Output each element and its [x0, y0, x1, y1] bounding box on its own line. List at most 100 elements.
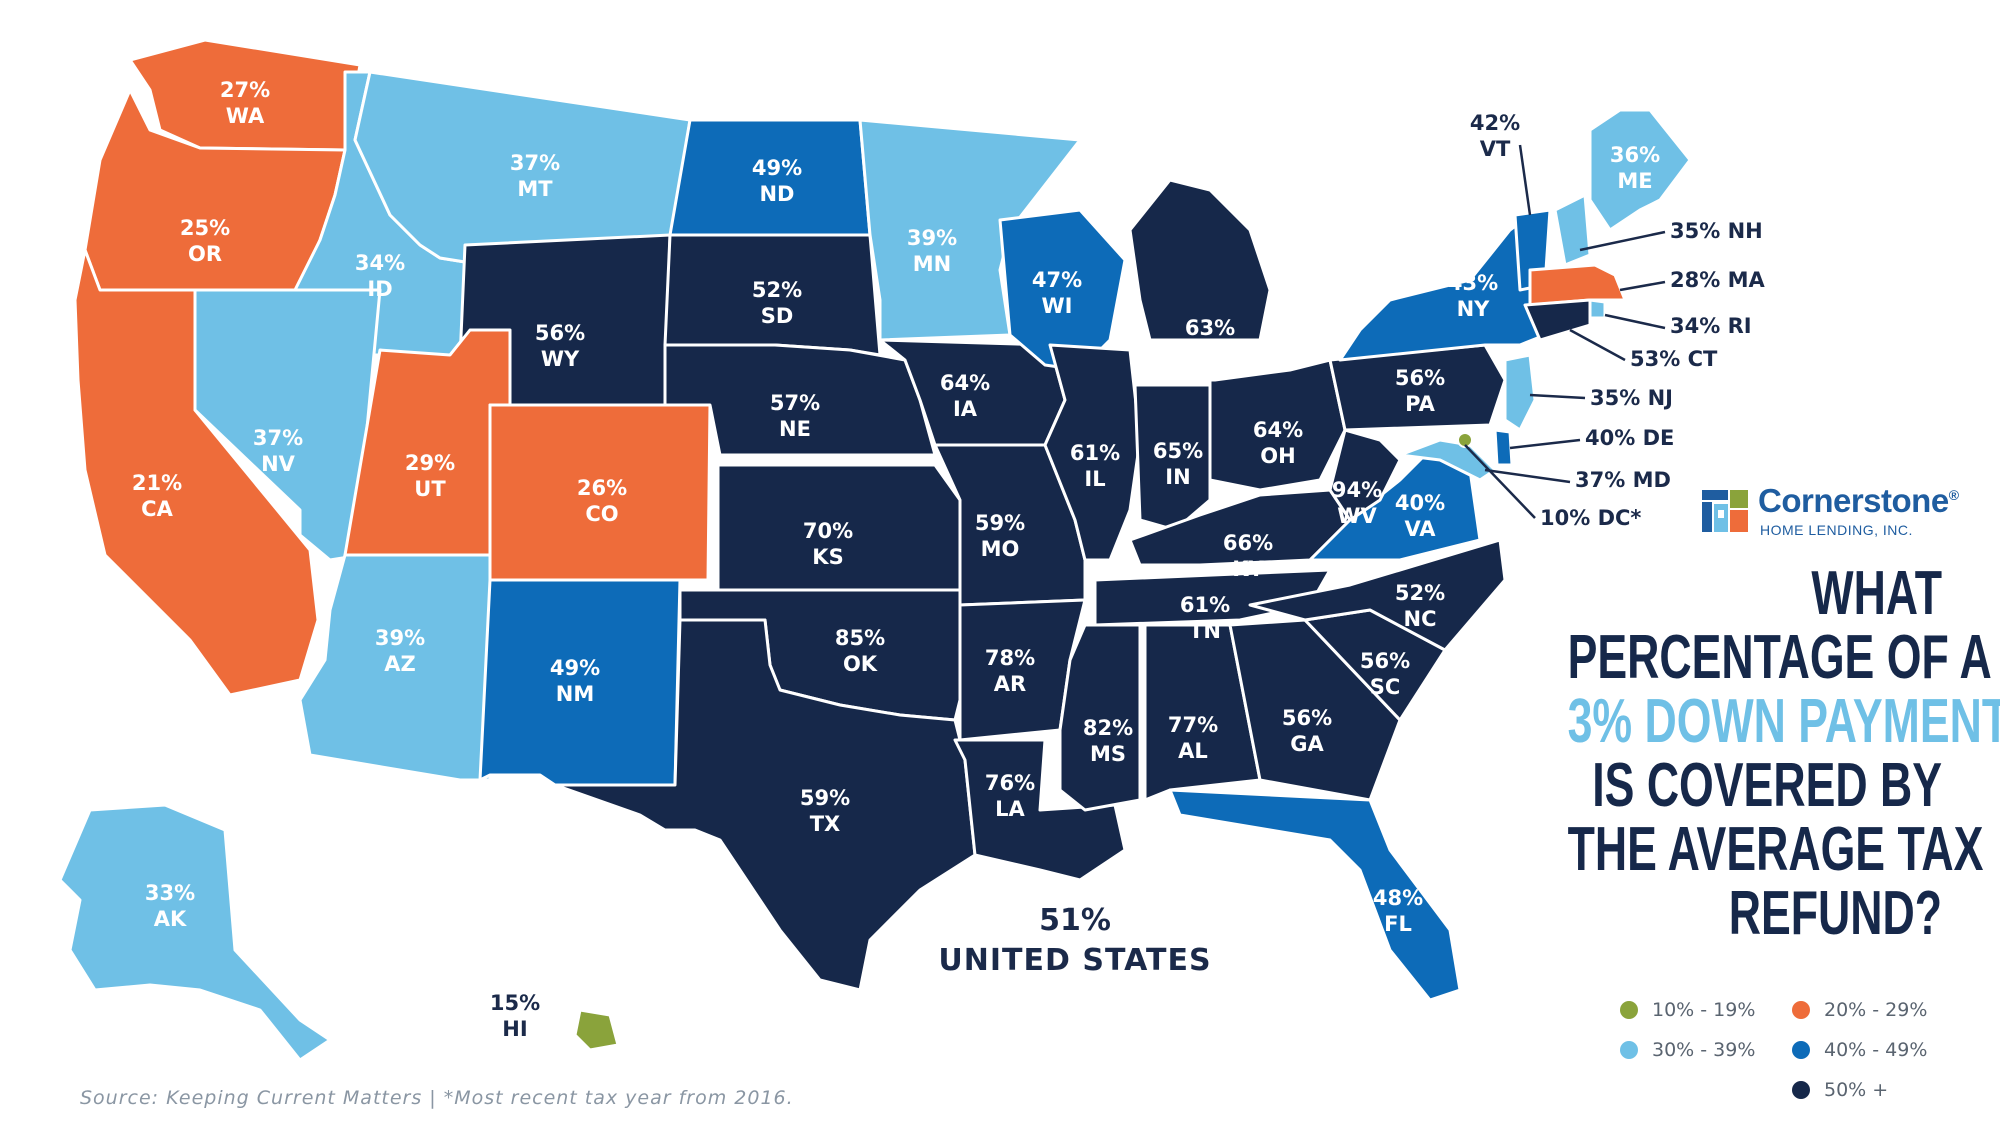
states-layer	[58, 38, 1692, 1062]
spacer	[1640, 386, 1647, 410]
leader-line	[1619, 280, 1666, 292]
brand-subtitle: HOME LENDING, INC.	[1760, 522, 1913, 538]
state-percent-label: 59%	[800, 786, 850, 810]
state-in	[1133, 383, 1212, 532]
state-code-label: AL	[1178, 739, 1208, 763]
legend-label: 30% - 39%	[1652, 1039, 1756, 1061]
state-code-label: TN	[1189, 619, 1221, 643]
headline-line-1: WHAT	[1811, 559, 1942, 628]
state-code-label: MS	[1090, 742, 1126, 766]
state-code-label: VT	[1480, 137, 1511, 161]
state-code-label: CT	[1688, 347, 1718, 371]
state-percent-label: 63%	[1185, 316, 1235, 340]
state-code-label: MD	[1633, 468, 1671, 492]
state-code-label: IN	[1165, 465, 1190, 489]
spacer	[1625, 468, 1632, 492]
state-percent-label: 36%	[1610, 143, 1660, 167]
national-name: UNITED STATES	[938, 943, 1211, 978]
spacer	[1720, 219, 1727, 243]
brand-name: Cornerstone®	[1758, 482, 1959, 519]
state-percent-label: 40%	[1585, 426, 1635, 450]
state-percent-label: 29%	[405, 451, 455, 475]
headline-line-5: THE AVERAGE TAX	[1567, 815, 1984, 884]
state-code-label: MI	[1196, 342, 1225, 366]
state-code-label: TX	[810, 812, 841, 836]
legend-label: 10% - 19%	[1652, 999, 1756, 1021]
state-nc	[1248, 538, 1507, 652]
state-code-label: LA	[995, 797, 1025, 821]
legend-item-10-19: 10% - 19%	[1620, 996, 1755, 1024]
leader-line	[1579, 230, 1666, 252]
spacer	[1720, 314, 1727, 338]
state-code-label: WV	[1337, 504, 1377, 528]
state-percent-label: 34%	[1670, 314, 1720, 338]
state-percent-label: 56%	[1282, 706, 1332, 730]
state-nv	[193, 288, 382, 562]
state-code-label: KS	[812, 545, 843, 569]
state-percent-label: 33%	[145, 881, 195, 905]
state-code-label: UT	[414, 477, 446, 501]
spacer	[1680, 347, 1687, 371]
state-code-label: SD	[761, 304, 794, 328]
leaders-layer	[1464, 144, 1666, 519]
state-code-label: OR	[188, 242, 222, 266]
state-percent-label: 26%	[577, 476, 627, 500]
state-percent-label: 35%	[1670, 219, 1720, 243]
state-percent-label: 56%	[1395, 366, 1445, 390]
state-code-label: ID	[367, 277, 392, 301]
state-nj	[1503, 353, 1537, 432]
legend-item-30-39: 30% - 39%	[1620, 1036, 1755, 1064]
state-percent-label: 34%	[355, 251, 405, 275]
state-percent-label: 61%	[1180, 593, 1230, 617]
state-percent-label: 85%	[835, 626, 885, 650]
state-percent-label: 37%	[510, 151, 560, 175]
state-percent-label: 15%	[490, 991, 540, 1015]
state-percent-label: 48%	[1373, 886, 1423, 910]
spacer	[1635, 426, 1642, 450]
headline-line-3: 3% DOWN PAYMENT	[1567, 687, 2000, 756]
state-code-label: WY	[541, 347, 580, 371]
state-code-label: NH	[1728, 219, 1763, 243]
legend-item-40-49: 40% - 49%	[1792, 1036, 1927, 1064]
state-code-label: AR	[994, 672, 1026, 696]
headline-line-6: REFUND?	[1728, 879, 1942, 948]
state-ma	[1528, 263, 1627, 307]
state-percent-label: 39%	[375, 626, 425, 650]
state-percent-label: 49%	[752, 156, 802, 180]
state-hi	[573, 1008, 620, 1052]
state-code-label: NJ	[1648, 386, 1673, 410]
state-code-label: DC	[1598, 506, 1631, 530]
state-code-label: IA	[953, 397, 978, 421]
state-percent-label: 40%	[1395, 491, 1445, 515]
state-code-label: CO	[585, 502, 618, 526]
state-percent-label: 56%	[1360, 649, 1410, 673]
state-oh	[1208, 358, 1347, 492]
state-percent-label: 78%	[985, 646, 1035, 670]
state-percent-label: 53%	[1630, 347, 1680, 371]
state-al	[1143, 623, 1262, 802]
headline-line-2: PERCENTAGE OF A	[1567, 623, 1992, 692]
state-percent-label: 65%	[1153, 439, 1203, 463]
state-mi	[1128, 178, 1272, 342]
state-ak	[58, 803, 332, 1062]
state-percent-label: 27%	[220, 78, 270, 102]
leader-line	[1464, 444, 1536, 519]
state-de	[1493, 428, 1514, 467]
state-percent-label: 77%	[1168, 713, 1218, 737]
headline-line-4: IS COVERED BY	[1592, 751, 1942, 820]
state-code-label: OH	[1260, 444, 1295, 468]
state-callout-label: 35% NJ	[1590, 386, 1673, 410]
state-code-label: AZ	[384, 652, 415, 676]
state-code-label: RI	[1728, 314, 1752, 338]
state-percent-label: 25%	[180, 216, 230, 240]
state-callout-label: 34% RI	[1670, 314, 1752, 338]
state-code-label: OK	[843, 652, 878, 676]
state-code-label: PA	[1405, 392, 1435, 416]
state-code-label: MN	[913, 252, 951, 276]
leader-line	[1569, 328, 1626, 362]
leader-line	[1484, 468, 1571, 484]
labels-layer: 27%WA25%OR21%CA34%ID37%NV37%MT56%WY29%UT…	[132, 78, 1766, 1041]
state-percent-label: 47%	[1032, 268, 1082, 292]
state-code-label: ME	[1617, 169, 1652, 193]
